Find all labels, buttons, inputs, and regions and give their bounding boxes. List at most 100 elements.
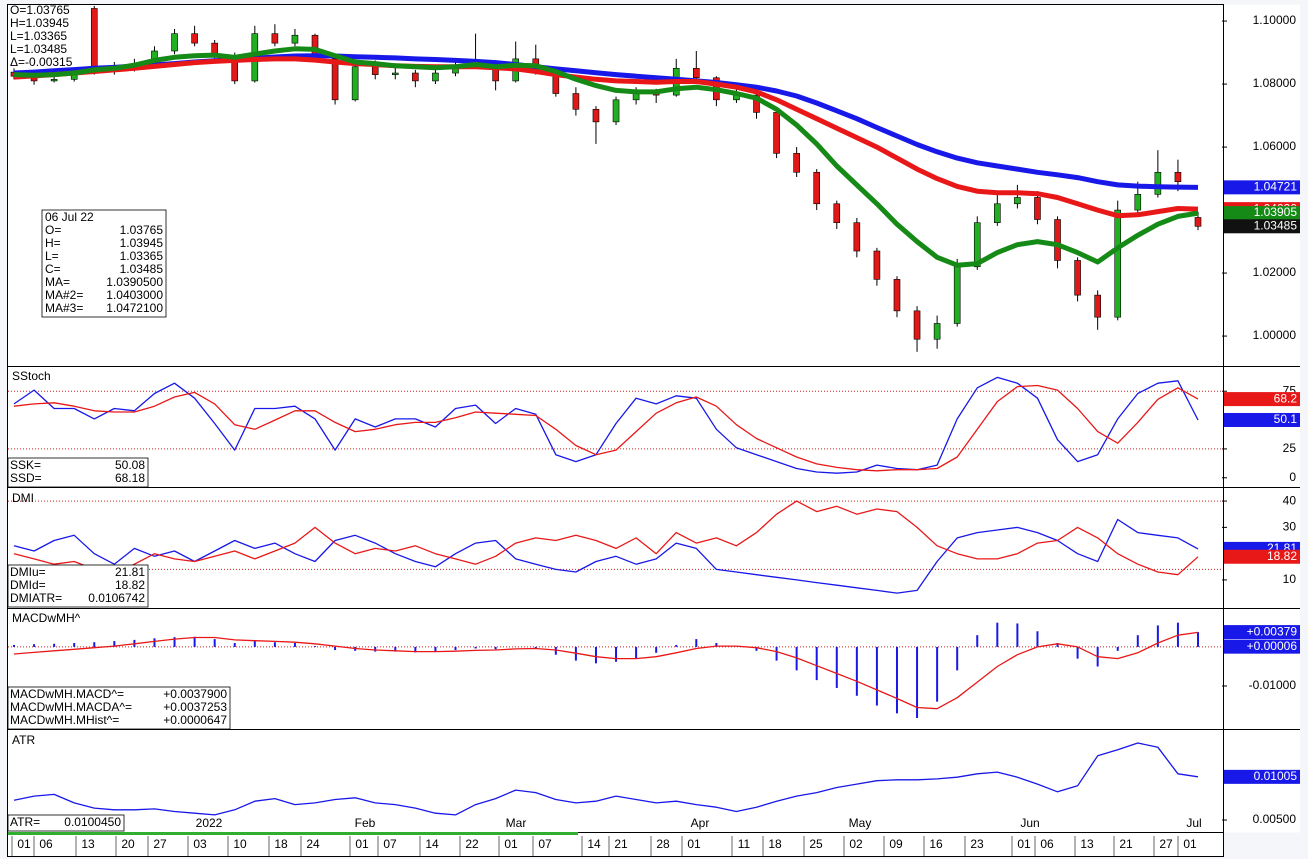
date-axis [7, 832, 1224, 857]
candle-body [171, 33, 178, 52]
date-label: 02 [849, 837, 863, 851]
candle-body [853, 222, 861, 252]
date-label: 07 [383, 837, 397, 851]
last-value-tag: 50.1 [1274, 412, 1298, 426]
date-label: 23 [970, 837, 984, 851]
candle-body [933, 323, 941, 340]
y-tick-label: 1.02000 [1253, 265, 1297, 279]
info-value: 0.0106742 [88, 591, 145, 605]
date-label: 06 [1040, 837, 1054, 851]
y-tick-label: 10 [1283, 572, 1297, 586]
y-tick-label: 0.00500 [1253, 812, 1297, 826]
last-value-tag-box [1224, 549, 1300, 564]
date-label: 01 [355, 837, 369, 851]
info-box [7, 814, 125, 832]
panel-title: DMI [12, 491, 34, 505]
date-label: 14 [587, 837, 601, 851]
ohlc-info: H=1.03945 [10, 16, 69, 30]
candle-body [371, 66, 379, 75]
date-label: 03 [193, 837, 207, 851]
candle-body [753, 94, 760, 113]
date-label: 21 [1119, 837, 1133, 851]
last-value-tag-box [1224, 180, 1300, 195]
date-label: 25 [809, 837, 823, 851]
candle-body [1034, 197, 1041, 220]
y-tick-label: 1.06000 [1253, 139, 1297, 153]
ohlc-info: L=1.03365 [10, 29, 67, 43]
last-value-tag: 1.04721 [1254, 180, 1298, 194]
date-label: 13 [81, 837, 95, 851]
candle-body [773, 112, 780, 154]
close-tag-box [1224, 219, 1300, 234]
date-label: 21 [614, 837, 628, 851]
series-line [13, 46, 1199, 268]
candle-body [1134, 194, 1142, 211]
last-value-tag: +0.00379 [1247, 624, 1298, 638]
series-line [13, 384, 1199, 472]
date-label: 06 [39, 837, 53, 851]
info-box [7, 686, 231, 730]
last-value-tag-box [1224, 392, 1300, 407]
panel-title: SStoch [12, 369, 51, 383]
data-window-date: 06 Jul 22 [45, 210, 94, 224]
month-label: May [849, 816, 872, 830]
month-label: Mar [506, 816, 527, 830]
panel-title: ATR [12, 733, 35, 747]
candle-body [793, 153, 800, 173]
data-window-value: 1.0472100 [106, 301, 163, 315]
candle-body [1074, 260, 1081, 296]
candle-body [90, 8, 98, 72]
panel: 0.00500 0.01005 ATR ATR= 0.0100450 [7, 733, 1300, 832]
data-window-label: L= [45, 249, 59, 263]
candle-body [913, 310, 921, 340]
candle-body [1114, 209, 1122, 318]
data-window-value: 1.03365 [120, 249, 164, 263]
date-label: 01 [17, 837, 31, 851]
panel: -0.01000 +0.00379+0.00006 MACDwMH^ MACDwMH.… [7, 611, 1300, 730]
hist-tag-box [1224, 639, 1300, 654]
date-label: 10 [233, 837, 247, 851]
candle-body [432, 72, 439, 82]
candle-body [873, 250, 881, 280]
date-label: 14 [425, 837, 439, 851]
candle-body [953, 266, 961, 324]
ohlc-info: L=1.03485 [10, 42, 67, 56]
data-window-label: MA= [45, 275, 70, 289]
date-label: 16 [929, 837, 943, 851]
last-value-tag-box [1224, 206, 1300, 221]
candle-body [1054, 219, 1061, 261]
candle-body [973, 222, 981, 268]
candle-body [893, 279, 901, 312]
data-window-label: H= [45, 236, 61, 250]
y-tick-label: 30 [1283, 520, 1297, 534]
last-value-tag-box [1224, 412, 1300, 427]
data-window-label: O= [45, 223, 61, 237]
last-value-tag: 0.01005 [1254, 769, 1298, 783]
y-tick-label: 1.10000 [1253, 13, 1297, 27]
date-label: 01 [1183, 837, 1197, 851]
panel: 1.10000 1.08000 1.06000 1.02000 1.00000 1.047… [10, 3, 1300, 352]
data-window-value: 1.0403000 [106, 288, 163, 302]
info-value: +0.0037253 [163, 700, 227, 714]
series-line [13, 631, 1199, 710]
date-label: 01 [687, 837, 701, 851]
info-label: DMIATR= [10, 591, 62, 605]
info-value: 50.08 [115, 458, 145, 472]
data-window [41, 209, 167, 318]
series-line [13, 56, 1199, 219]
hist-tag: +0.00006 [1247, 639, 1298, 653]
close-tag: 1.03485 [1254, 218, 1298, 232]
date-label: 24 [306, 837, 320, 851]
info-value: +0.0000647 [163, 713, 227, 727]
date-label: 28 [656, 837, 670, 851]
info-label: DMId= [10, 578, 46, 592]
candle-body [813, 171, 821, 205]
date-label: 13 [1080, 837, 1094, 851]
candle-body [612, 99, 620, 123]
candle-body [1194, 217, 1202, 227]
date-label: 27 [1159, 837, 1173, 851]
last-value-tag-box [1224, 769, 1300, 784]
date-label: 27 [153, 837, 167, 851]
